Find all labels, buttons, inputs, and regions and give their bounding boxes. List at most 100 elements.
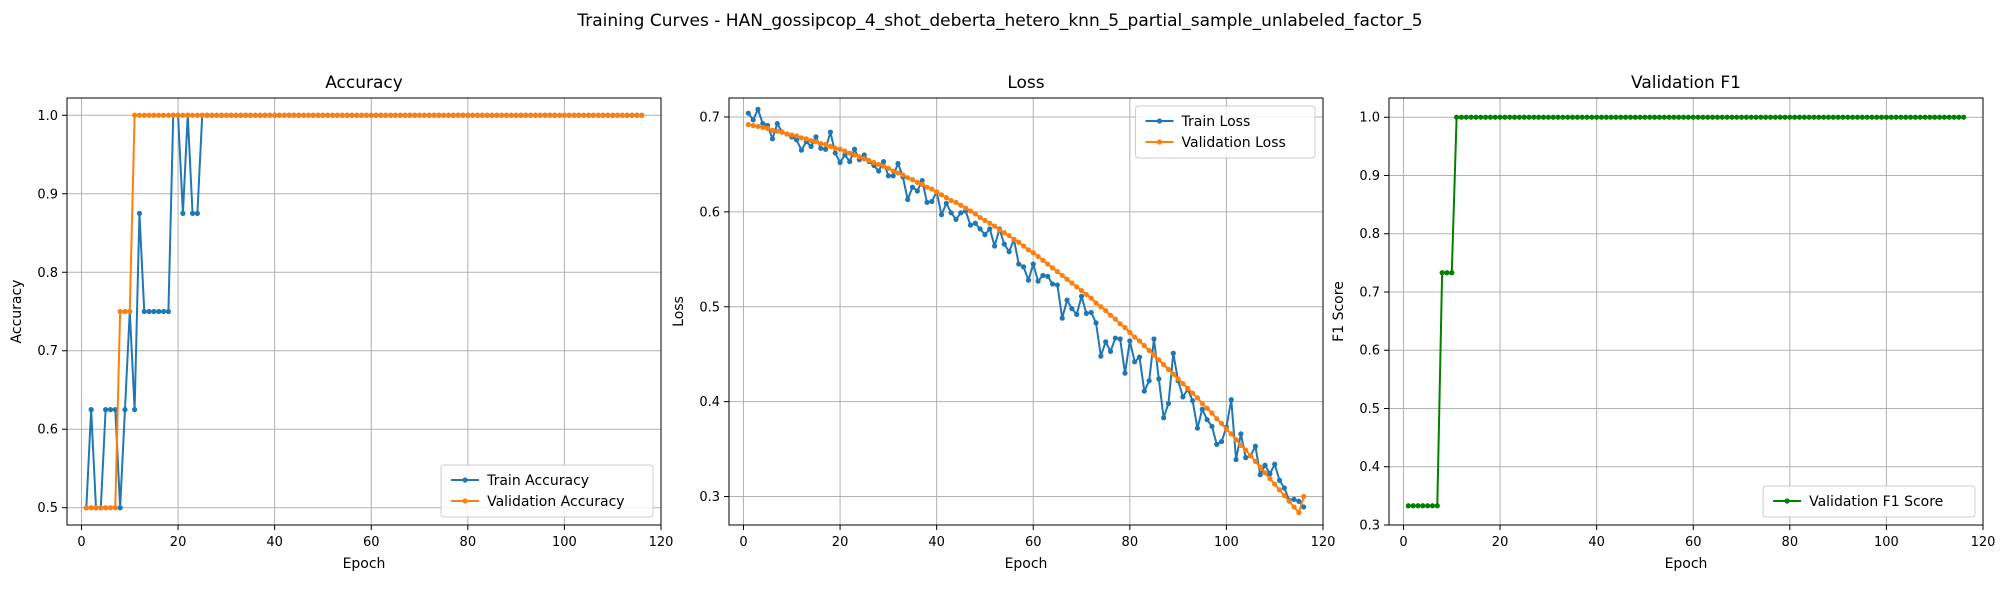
x-tick-label: 60 <box>1685 535 1702 550</box>
data-point <box>866 158 872 164</box>
data-point <box>856 154 862 160</box>
data-point <box>1777 114 1783 120</box>
y-tick-label: 0.9 <box>1359 169 1380 184</box>
y-tick-label: 1.0 <box>37 109 58 124</box>
data-point <box>1516 114 1522 120</box>
data-point <box>755 123 761 130</box>
data-point <box>827 129 834 135</box>
data-point <box>1729 114 1735 120</box>
data-point <box>948 210 954 216</box>
data-point <box>402 112 408 118</box>
data-point <box>813 139 819 145</box>
data-point <box>1531 114 1537 120</box>
data-point <box>1146 378 1152 384</box>
data-point <box>1801 114 1807 120</box>
data-point <box>1497 114 1503 120</box>
x-tick-label: 0 <box>77 535 85 550</box>
data-point <box>373 112 379 118</box>
data-point <box>1107 348 1114 354</box>
data-point <box>537 112 543 118</box>
y-tick-label: 0.4 <box>699 395 720 410</box>
data-point <box>528 112 534 118</box>
data-point <box>1772 114 1778 120</box>
data-point <box>987 220 993 226</box>
data-point <box>1854 114 1861 120</box>
data-point <box>750 122 756 129</box>
data-point <box>146 112 152 118</box>
data-point <box>1233 456 1239 463</box>
data-point <box>1218 420 1225 427</box>
data-point <box>1252 443 1258 449</box>
data-point <box>1262 462 1268 468</box>
data-point <box>1748 114 1754 120</box>
data-point <box>769 127 776 133</box>
data-point <box>629 112 635 118</box>
data-point <box>1550 114 1556 120</box>
data-point <box>460 112 466 118</box>
data-point <box>1122 325 1128 331</box>
data-point <box>1714 114 1720 120</box>
data-point <box>1045 273 1051 279</box>
data-point <box>1078 293 1085 299</box>
data-point <box>1272 461 1278 467</box>
data-point <box>934 189 940 195</box>
data-point <box>1093 300 1099 306</box>
y-axis-label: Loss <box>671 296 687 327</box>
data-point <box>938 212 945 218</box>
data-point <box>1608 114 1614 120</box>
data-point <box>1473 114 1479 120</box>
data-point <box>1425 503 1431 509</box>
data-point <box>1267 475 1273 482</box>
data-point <box>1458 114 1465 120</box>
data-point <box>392 112 398 118</box>
data-point <box>1627 114 1634 120</box>
data-point <box>257 112 263 118</box>
legend-marker <box>1784 498 1790 504</box>
data-point <box>1545 114 1551 120</box>
data-point <box>972 211 978 217</box>
data-point <box>1078 288 1085 294</box>
data-point <box>1161 362 1167 368</box>
y-tick-label: 0.5 <box>1359 402 1380 417</box>
data-point <box>1161 415 1167 421</box>
x-tick-label: 40 <box>1588 535 1605 550</box>
data-point <box>798 135 805 141</box>
data-point <box>1439 270 1445 276</box>
data-point <box>1709 114 1716 120</box>
panel-title: Loss <box>1007 73 1044 93</box>
data-point <box>1787 114 1793 120</box>
data-point <box>1045 261 1051 267</box>
data-point <box>1016 239 1022 245</box>
data-point <box>842 148 848 154</box>
data-point <box>1536 114 1542 120</box>
data-point <box>876 168 882 174</box>
data-point <box>900 172 906 178</box>
data-point <box>247 112 254 118</box>
data-point <box>354 112 360 118</box>
data-point <box>1642 114 1648 120</box>
data-point <box>1903 114 1909 120</box>
data-point <box>474 112 481 118</box>
data-point <box>1204 417 1210 423</box>
data-point <box>566 112 572 118</box>
data-point <box>1127 338 1133 344</box>
data-point <box>847 150 853 156</box>
plot-area <box>729 98 1323 525</box>
x-axis-label: Epoch <box>1665 556 1708 572</box>
data-point <box>992 223 998 229</box>
data-point <box>827 143 834 149</box>
data-point <box>1878 114 1885 120</box>
data-point <box>1272 481 1278 487</box>
legend-marker <box>1156 139 1163 145</box>
data-point <box>948 197 954 204</box>
data-point <box>880 163 887 169</box>
data-point <box>281 112 287 118</box>
data-point <box>784 131 790 137</box>
data-point <box>1603 114 1609 120</box>
data-point <box>1011 236 1017 242</box>
data-point <box>1281 492 1287 499</box>
data-point <box>1618 114 1624 120</box>
data-point <box>794 137 800 143</box>
data-point <box>151 308 157 315</box>
data-point <box>774 128 780 134</box>
